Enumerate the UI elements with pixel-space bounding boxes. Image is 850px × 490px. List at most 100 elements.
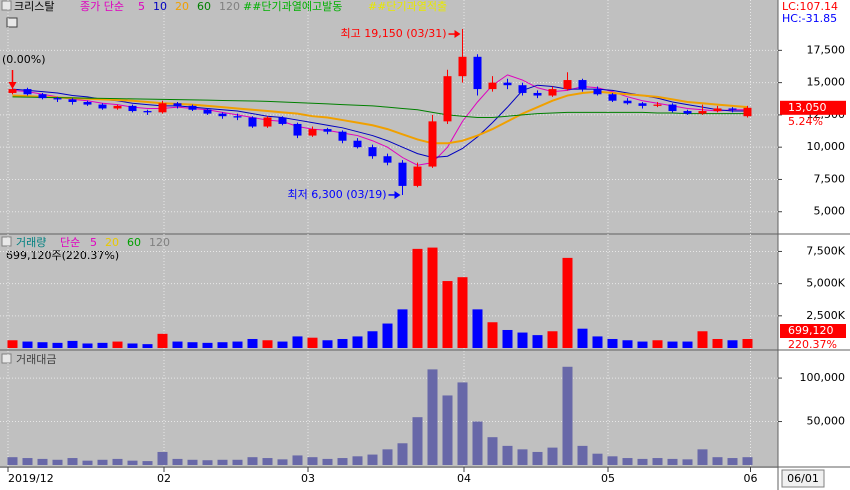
bar [352, 336, 363, 348]
bar [517, 332, 528, 348]
cursor-date-box [781, 469, 825, 488]
bar [232, 341, 243, 348]
bar [352, 456, 363, 465]
legend-entry: 60 [127, 236, 141, 249]
x-tick-label: 03 [301, 472, 315, 485]
legend-entry: 5 [90, 236, 97, 249]
change-rate: 5.24% [788, 115, 823, 128]
y-tick-label: 17,500 [807, 43, 846, 56]
bar [322, 340, 333, 348]
bar [652, 458, 663, 465]
candle-body [503, 82, 512, 86]
bar [412, 248, 423, 348]
bar [727, 340, 738, 348]
annotation-arrowhead [8, 82, 17, 89]
bar [112, 341, 123, 348]
candle-body [53, 98, 62, 100]
x-axis-background [0, 468, 778, 490]
bar [472, 421, 483, 465]
bar [82, 343, 93, 348]
legend-entry: 60 [197, 0, 211, 13]
bar [127, 460, 138, 465]
bar [97, 459, 108, 465]
bar [412, 417, 423, 465]
bar [247, 457, 258, 465]
bar [307, 457, 318, 465]
candle-body [233, 116, 242, 118]
ma-label: 단순 [60, 236, 80, 249]
legend-entry: 120 [149, 236, 170, 249]
bar [232, 459, 243, 465]
bar [517, 449, 528, 465]
bar [547, 447, 558, 465]
bar [532, 451, 543, 465]
ma-label: 종가 단순 [80, 0, 124, 13]
bar [337, 338, 348, 348]
y-tick-label: 100,000 [800, 371, 846, 384]
settings-icon[interactable] [6, 17, 18, 28]
bar [457, 277, 468, 348]
candle-body [248, 117, 257, 127]
bar [607, 338, 618, 348]
bar [382, 449, 393, 465]
candle-body [218, 113, 227, 117]
alert: ##단기과열적출 [368, 0, 447, 13]
bar [577, 445, 588, 465]
bar [457, 382, 468, 465]
candle-body [293, 123, 302, 136]
candle-body [68, 99, 77, 102]
candle-body [23, 89, 32, 95]
legend-entry: 10 [153, 0, 167, 13]
candle-body [113, 105, 122, 109]
candle-body [83, 101, 92, 105]
collapse-box[interactable] [1, 236, 12, 247]
bar [52, 342, 63, 348]
collapse-box[interactable] [1, 0, 12, 11]
candle-body [563, 80, 572, 90]
bar [532, 335, 543, 348]
lc-label: LC:107.14 [782, 0, 838, 13]
current-volume-box [780, 323, 846, 338]
y-tick-label: 15,000 [807, 76, 846, 89]
ma-line [12, 90, 748, 145]
candle-body [473, 56, 482, 90]
legend-entry: 5 [138, 0, 145, 13]
bar [607, 456, 618, 465]
candle-body [653, 104, 662, 106]
bar [442, 395, 453, 465]
bar [82, 460, 93, 465]
bar [37, 458, 48, 465]
annotation-arrowhead [394, 190, 401, 199]
candle-body [443, 76, 452, 122]
alert: ##단기과열예고발동 [243, 0, 342, 13]
bar [562, 366, 573, 465]
x-tick-label: 02 [157, 472, 171, 485]
bar [637, 458, 648, 465]
bar [112, 458, 123, 465]
candle-body [458, 56, 467, 77]
bar [142, 344, 153, 348]
legend-entry: 20 [105, 236, 119, 249]
candle-body [518, 85, 527, 93]
bar [502, 445, 513, 465]
x-tick-label: 06 [744, 472, 758, 485]
bar [97, 342, 108, 348]
x-tick-label: 2019/12 [8, 472, 54, 485]
annotation: 최고 19,150 (03/31) [340, 27, 446, 40]
bar [367, 454, 378, 465]
bar [172, 458, 183, 465]
bar [727, 458, 738, 465]
volume-summary: 699,120주(220.37%) [6, 249, 119, 262]
candle-body [368, 147, 377, 157]
candle-body [128, 105, 137, 112]
collapse-box[interactable] [1, 353, 12, 364]
bar [442, 281, 453, 348]
bar [217, 342, 228, 348]
legend-entry: 120 [219, 0, 240, 13]
bar [7, 457, 18, 465]
bar [382, 323, 393, 348]
bar [667, 341, 678, 348]
bar [202, 342, 213, 348]
bar [127, 343, 138, 348]
candle-body [158, 103, 167, 113]
